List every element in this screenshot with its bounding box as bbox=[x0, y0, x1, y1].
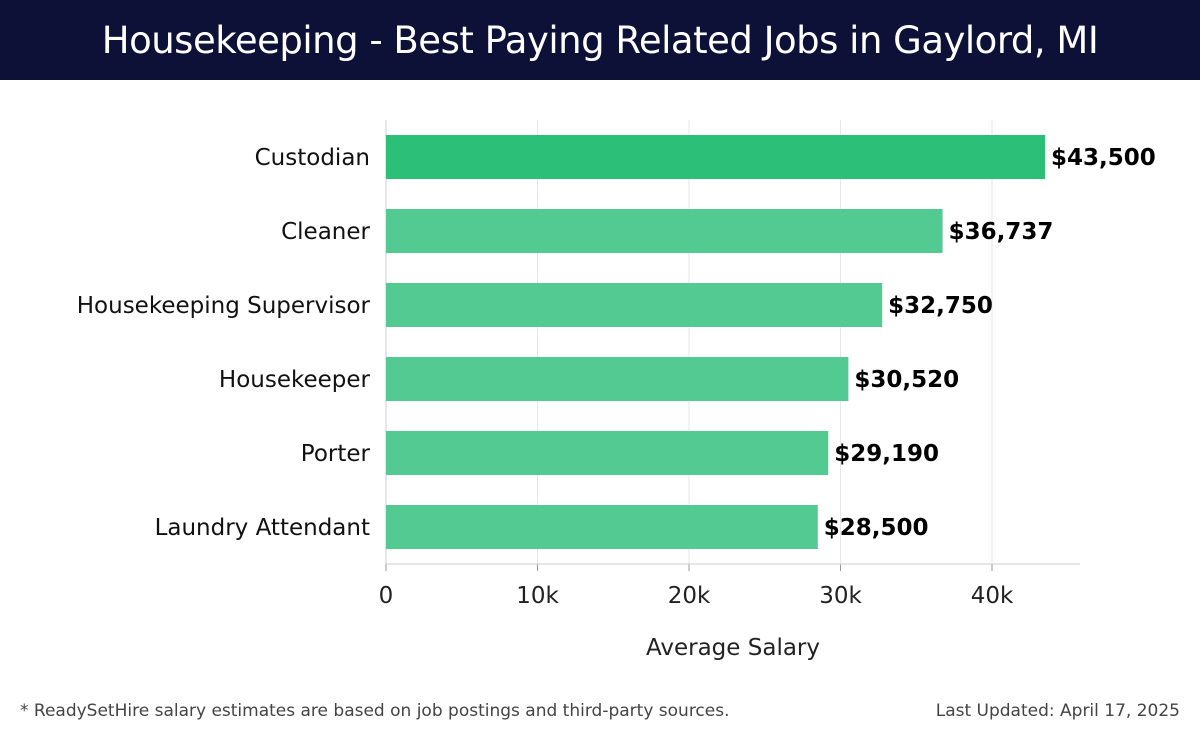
category-label: Laundry Attendant bbox=[155, 515, 370, 541]
data-label: $28,500 bbox=[824, 515, 929, 541]
data-label: $36,737 bbox=[949, 219, 1054, 245]
x-tick-label: 0 bbox=[379, 583, 394, 609]
footnote: * ReadySetHire salary estimates are base… bbox=[20, 701, 730, 721]
bar bbox=[386, 209, 943, 253]
x-tick-label: 20k bbox=[668, 583, 711, 609]
page-title: Housekeeping - Best Paying Related Jobs … bbox=[101, 18, 1099, 62]
x-tick-label: 10k bbox=[516, 583, 559, 609]
category-label: Housekeeper bbox=[219, 367, 371, 393]
category-label: Housekeeping Supervisor bbox=[77, 293, 371, 319]
data-label: $30,520 bbox=[854, 367, 959, 393]
data-label: $32,750 bbox=[888, 293, 993, 319]
bar bbox=[386, 135, 1046, 179]
category-label: Porter bbox=[301, 441, 371, 467]
x-tick-label: 40k bbox=[971, 583, 1014, 609]
last-updated: Last Updated: April 17, 2025 bbox=[935, 701, 1180, 721]
category-label: Custodian bbox=[255, 145, 370, 171]
x-axis-title: Average Salary bbox=[646, 635, 820, 661]
bar-chart: 0 10k 20k 30k 40k Custodian $43,500 Cleaner $36,… bbox=[77, 120, 1156, 661]
category-label: Cleaner bbox=[281, 219, 370, 245]
bar bbox=[386, 431, 829, 475]
data-label: $29,190 bbox=[834, 441, 939, 467]
bar bbox=[386, 357, 849, 401]
x-tick-label: 30k bbox=[819, 583, 862, 609]
bar bbox=[386, 283, 883, 327]
data-label: $43,500 bbox=[1051, 145, 1156, 171]
title-bar: Housekeeping - Best Paying Related Jobs … bbox=[0, 0, 1200, 80]
bar bbox=[386, 505, 818, 549]
